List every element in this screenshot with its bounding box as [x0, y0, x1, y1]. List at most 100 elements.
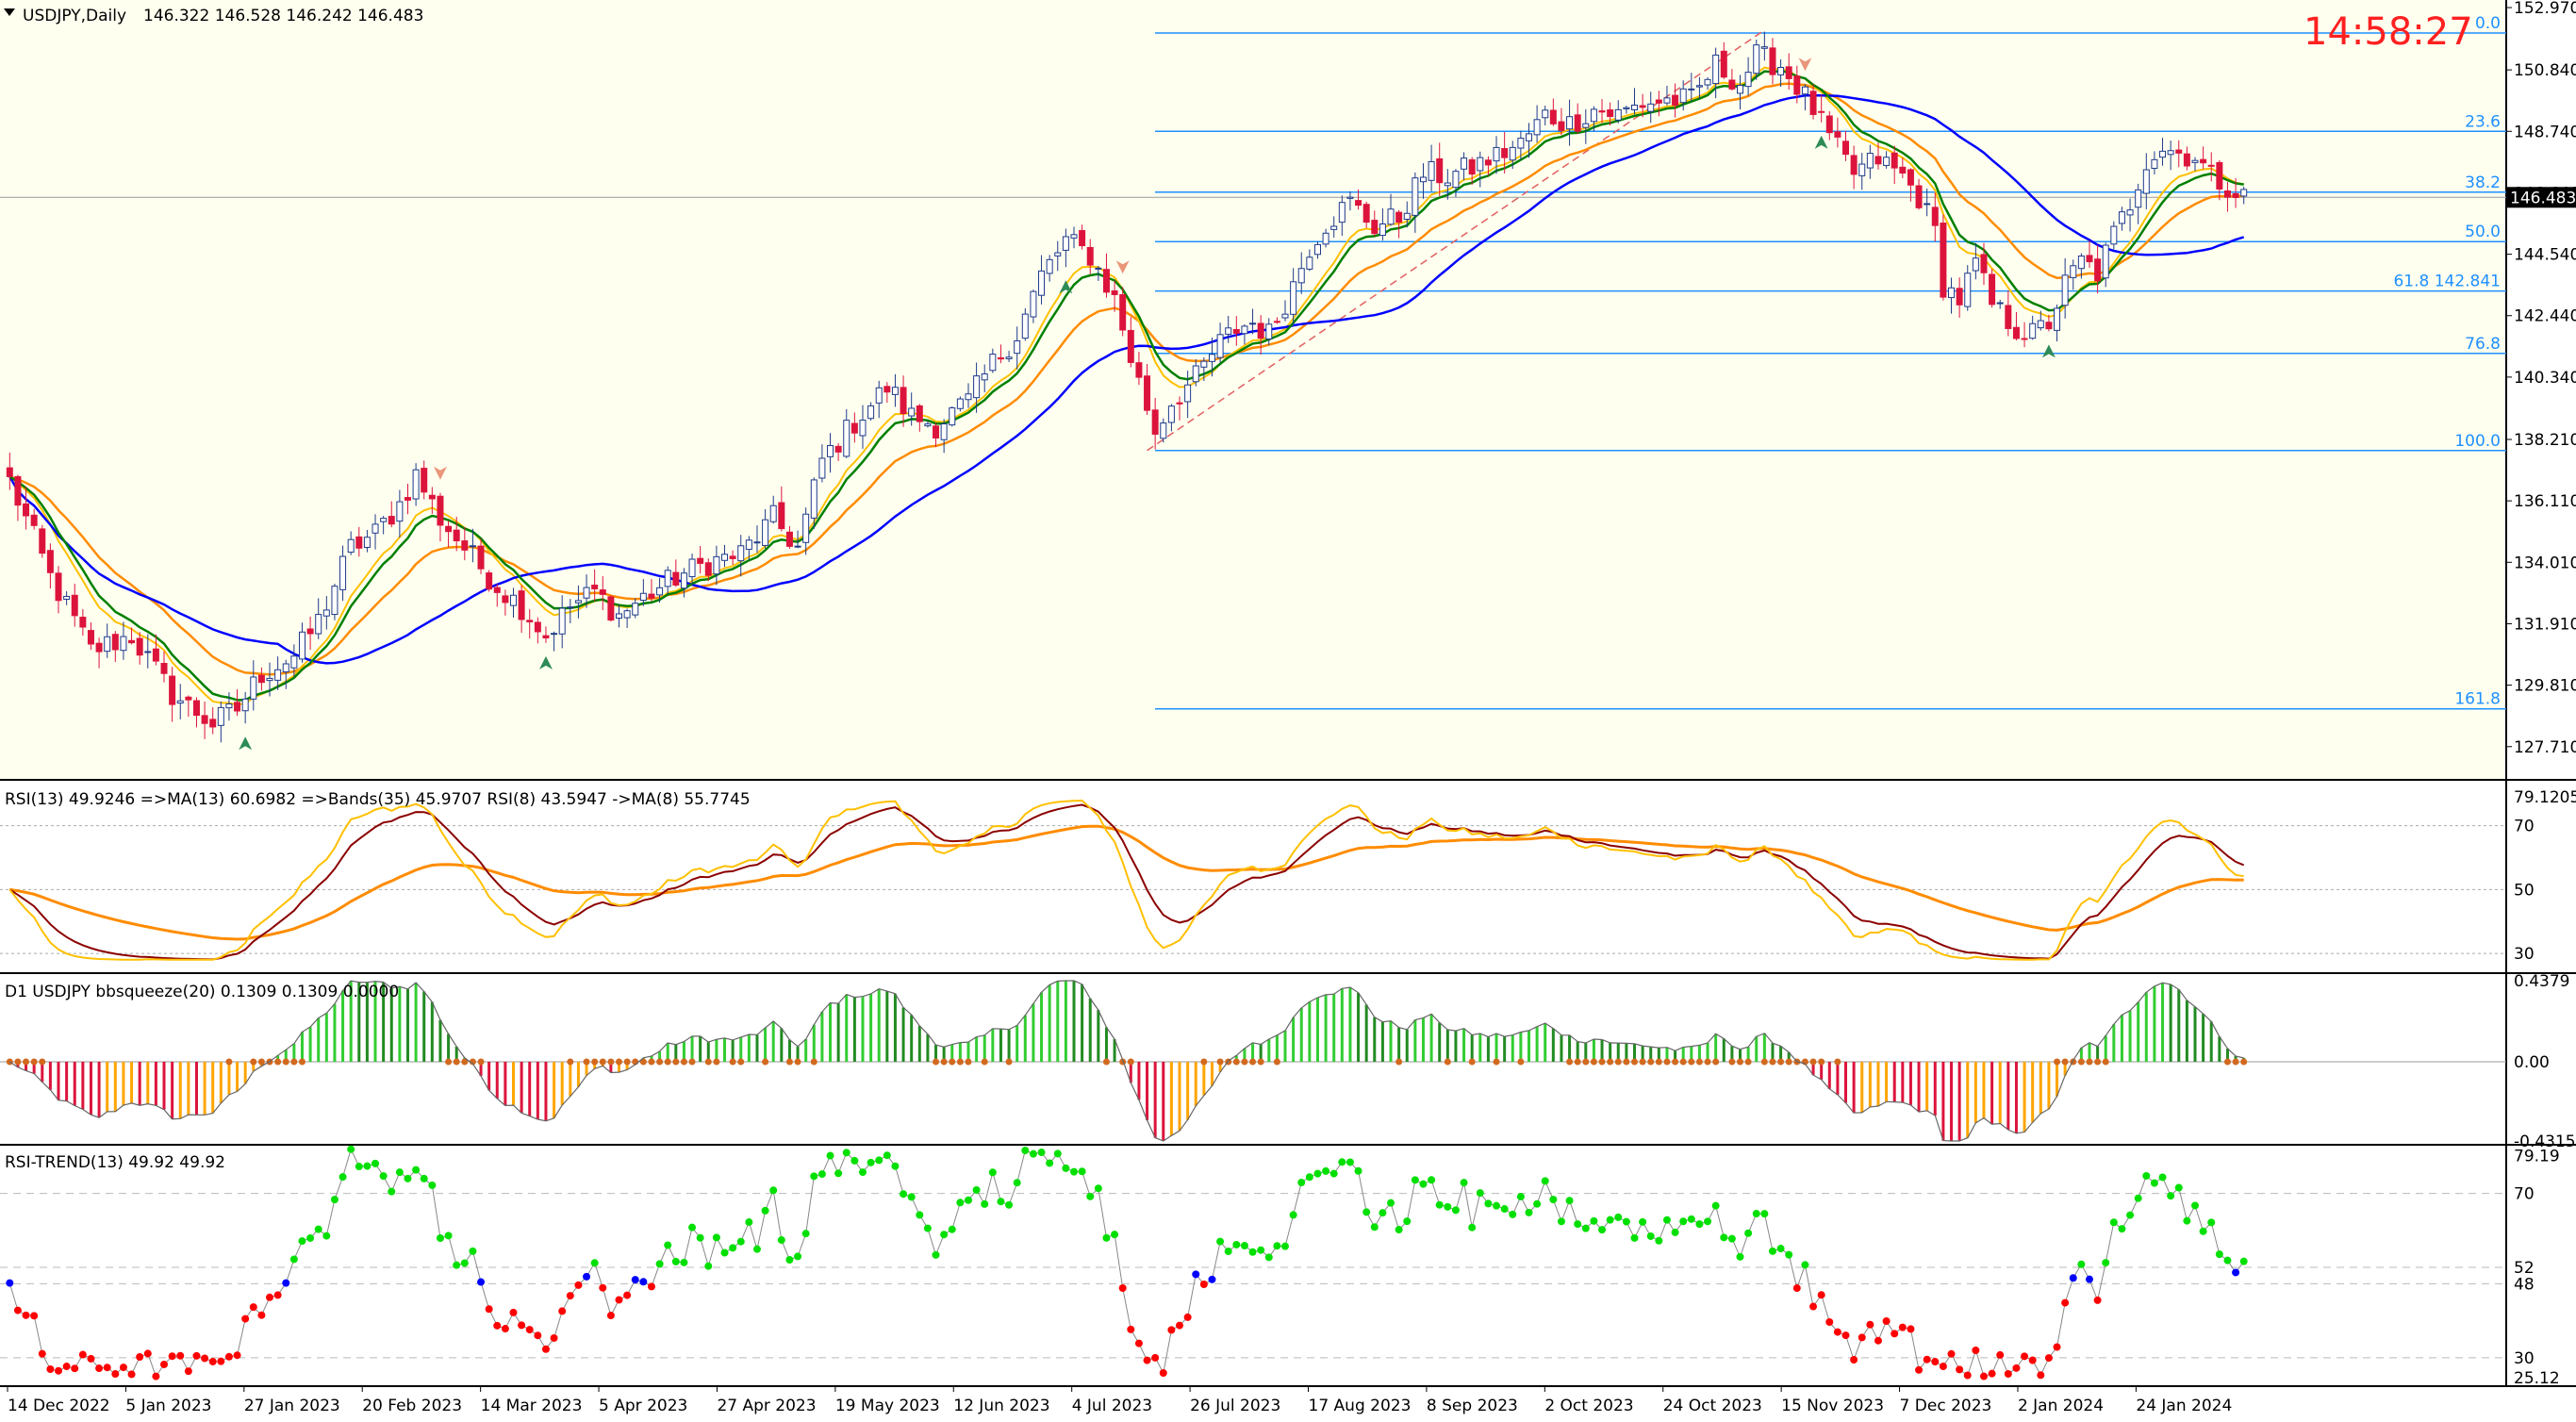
candle-body	[891, 387, 899, 395]
date-tick-label: 14 Mar 2023	[481, 1397, 583, 1415]
candle-body	[46, 550, 54, 573]
squeeze-dot	[298, 1058, 305, 1066]
candle-body	[1907, 169, 1914, 186]
squeeze-dot	[1639, 1058, 1646, 1066]
squeeze-envelope	[8, 980, 2244, 1142]
trend-dot	[704, 1262, 713, 1270]
candle-body	[567, 606, 574, 609]
trend-dot	[2174, 1183, 2183, 1192]
trend-dot	[1785, 1250, 1793, 1259]
candle-body	[322, 609, 330, 617]
trend-dot	[1614, 1213, 1623, 1221]
trend-dot	[404, 1174, 412, 1182]
candle-body	[2142, 169, 2150, 194]
candle-body	[1744, 72, 1752, 88]
trend-dot	[95, 1364, 104, 1373]
candle-body	[1712, 54, 1720, 85]
trend-dot	[1435, 1200, 1444, 1209]
trend-dot	[2215, 1250, 2223, 1259]
candle-body	[1753, 44, 1760, 74]
candle-body	[1582, 123, 1590, 128]
candle-body	[542, 635, 550, 638]
trend-dot	[907, 1193, 916, 1201]
triangle-down-icon[interactable]	[4, 8, 15, 16]
trend-dot	[1655, 1236, 1663, 1245]
date-tick-label: 27 Apr 2023	[717, 1397, 816, 1415]
trend-dot	[1898, 1323, 1907, 1331]
trend-dot	[1111, 1231, 1119, 1239]
trend-dot	[810, 1172, 818, 1181]
trend-dot	[1379, 1209, 1387, 1217]
candle-body	[680, 572, 687, 589]
symbol-title: USDJPY,Daily	[23, 7, 126, 25]
squeeze-dot	[30, 1058, 38, 1066]
trend-dot	[1199, 1280, 1208, 1288]
trend-dot	[940, 1231, 949, 1239]
trend-dot	[1630, 1233, 1639, 1242]
trend-dot	[2085, 1275, 2093, 1283]
price-tick-label: 148.740	[2514, 123, 2576, 141]
price-chart[interactable]: 0.0 23.6 38.2 50.0 61.8 142.841 76.8 100.0 161.…	[0, 14, 2506, 751]
candle-body	[818, 457, 826, 479]
candle-body	[916, 405, 923, 422]
fib-level-label: 38.2	[2465, 174, 2501, 192]
trend-dot	[469, 1247, 477, 1255]
candle-body	[1338, 202, 1346, 223]
trend-dot	[1257, 1246, 1265, 1254]
trend-dot	[655, 1260, 664, 1268]
squeeze-dot	[794, 1058, 801, 1066]
trend-dot	[1013, 1179, 1021, 1187]
trend-dot	[136, 1353, 144, 1362]
candle-body	[1899, 166, 1907, 174]
date-tick-label: 20 Feb 2023	[362, 1397, 462, 1415]
trend-dot	[1102, 1233, 1111, 1242]
candle-body	[704, 562, 712, 576]
trend-dot	[988, 1168, 997, 1177]
trend-dot	[826, 1151, 834, 1160]
fib-level-label: 61.8 142.841	[2393, 273, 2501, 291]
candle-body	[428, 494, 436, 500]
candle-body	[1208, 354, 1215, 362]
squeeze-dot	[1566, 1058, 1574, 1066]
squeeze-dot	[2094, 1058, 2102, 1066]
trend-dot	[2037, 1371, 2045, 1380]
candle-body	[87, 630, 94, 645]
trend-dot	[1931, 1358, 1940, 1366]
candle-body	[574, 600, 582, 604]
candle-body	[1412, 177, 1419, 216]
candle-body	[656, 587, 664, 596]
trend-dot	[168, 1352, 176, 1361]
candle-body	[144, 651, 152, 653]
squeeze-dot	[2086, 1058, 2093, 1066]
trend-dot	[599, 1283, 607, 1292]
trend-dot	[2102, 1259, 2110, 1267]
squeeze-dot	[1257, 1058, 1264, 1066]
candle-body	[1704, 78, 1711, 86]
trend-dot	[534, 1331, 542, 1340]
trend-dot	[2077, 1260, 2086, 1268]
trend-dot	[2199, 1227, 2207, 1235]
candle-body	[1972, 257, 1979, 272]
trend-dot	[2190, 1201, 2199, 1210]
candle-body	[632, 603, 639, 616]
trend-dot	[363, 1162, 372, 1170]
squeeze-dot	[940, 1058, 948, 1066]
trend-dot	[688, 1223, 697, 1232]
candle-body	[1655, 99, 1662, 104]
trend-dot	[347, 1145, 355, 1153]
trend-dot	[1727, 1234, 1736, 1243]
trend-dot	[752, 1245, 761, 1253]
candle-body	[1102, 269, 1110, 293]
trend-dot	[1134, 1339, 1143, 1348]
candle-body	[1419, 176, 1427, 183]
trend-dot	[1192, 1270, 1200, 1279]
trend-dot	[1305, 1173, 1313, 1182]
trend-dot	[30, 1312, 39, 1320]
trend-dot	[883, 1151, 891, 1160]
trend-dot	[729, 1244, 737, 1252]
squeeze-dot	[981, 1058, 988, 1066]
candle-body	[1119, 294, 1127, 331]
candle-body	[1176, 402, 1183, 405]
trend-dot	[664, 1241, 672, 1249]
candle-body	[827, 445, 834, 457]
